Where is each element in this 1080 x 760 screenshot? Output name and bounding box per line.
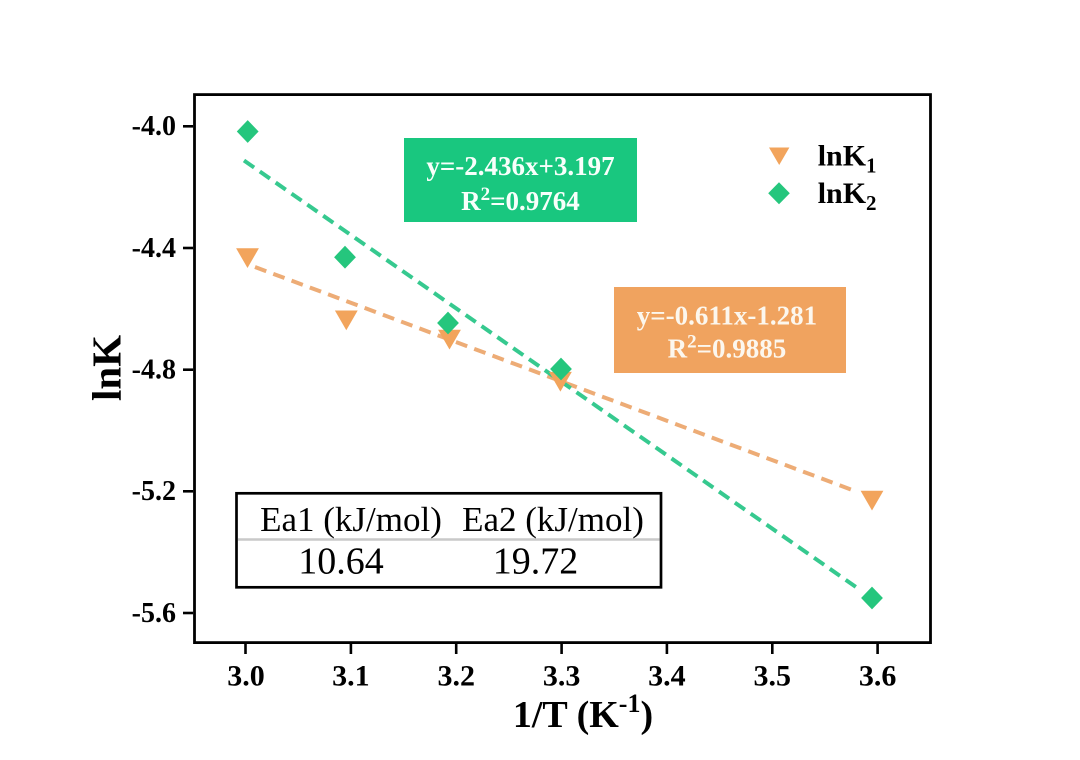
- svg-text:y=-2.436x+3.197: y=-2.436x+3.197: [426, 151, 614, 181]
- svg-text:lnK1: lnK1: [818, 140, 877, 178]
- svg-text:3.5: 3.5: [754, 660, 792, 693]
- svg-text:Ea2 (kJ/mol): Ea2 (kJ/mol): [462, 500, 644, 539]
- svg-text:3.6: 3.6: [859, 660, 897, 693]
- svg-text:-4.8: -4.8: [132, 355, 176, 386]
- svg-text:lnK: lnK: [84, 335, 130, 401]
- svg-text:10.64: 10.64: [298, 541, 384, 583]
- svg-text:3.2: 3.2: [437, 660, 475, 693]
- svg-text:3.1: 3.1: [332, 660, 370, 693]
- svg-text:-5.6: -5.6: [132, 598, 176, 629]
- svg-text:3.4: 3.4: [648, 660, 686, 693]
- svg-text:-4.0: -4.0: [132, 111, 176, 142]
- svg-text:R2=0.9764: R2=0.9764: [461, 184, 580, 216]
- svg-text:-5.2: -5.2: [132, 476, 176, 507]
- svg-text:lnK2: lnK2: [818, 177, 877, 215]
- svg-text:-4.4: -4.4: [132, 233, 176, 264]
- svg-text:3.3: 3.3: [543, 660, 581, 693]
- svg-text:3.0: 3.0: [227, 660, 265, 693]
- svg-text:Ea1 (kJ/mol): Ea1 (kJ/mol): [260, 500, 442, 539]
- svg-text:19.72: 19.72: [493, 541, 579, 583]
- svg-text:R2=0.9885: R2=0.9885: [668, 332, 787, 364]
- svg-text:1/T (K-1): 1/T (K-1): [513, 689, 653, 736]
- svg-text:y=-0.611x-1.281: y=-0.611x-1.281: [637, 301, 817, 331]
